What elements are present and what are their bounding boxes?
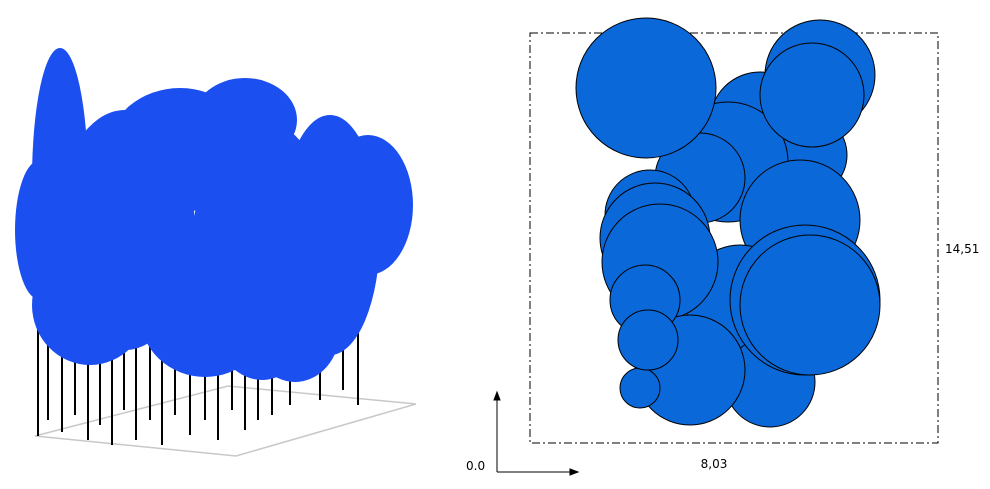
origin-axes <box>494 392 578 475</box>
forest-3d-view <box>15 48 416 456</box>
crown <box>576 18 716 158</box>
origin-label: 0.0 <box>466 459 485 473</box>
height-label: 14,51 <box>945 242 979 256</box>
viewer: 14,51 8,03 0.0 <box>0 0 990 485</box>
crown <box>620 368 660 408</box>
crown-map: 14,51 8,03 0.0 <box>466 18 979 475</box>
crown <box>618 310 678 370</box>
crown <box>32 245 148 365</box>
crowns <box>15 48 413 382</box>
crowns <box>576 18 880 427</box>
crown <box>760 43 864 147</box>
page: 14,51 8,03 0.0 (() => { const data = JSO… <box>0 0 990 485</box>
arrow-head <box>570 469 578 475</box>
arrow-head <box>494 392 500 400</box>
width-label: 8,03 <box>701 457 728 471</box>
crown <box>740 235 880 375</box>
crown <box>323 135 413 275</box>
crown <box>250 278 340 382</box>
crown <box>140 253 270 377</box>
